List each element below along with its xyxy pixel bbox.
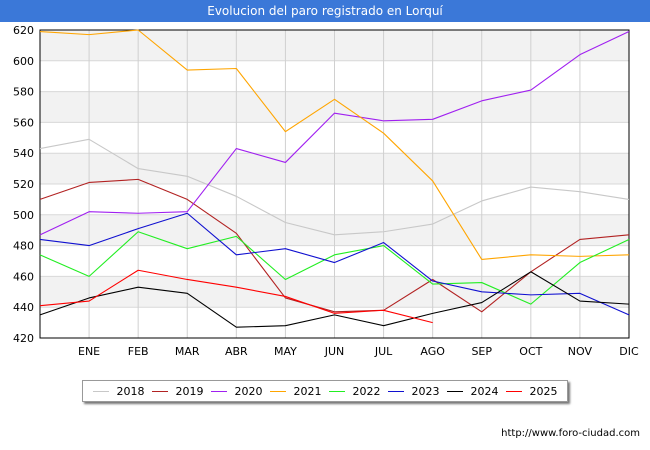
y-tick-label: 440	[13, 301, 34, 314]
x-tick-label: JUL	[374, 345, 393, 358]
legend-label: 2023	[411, 384, 440, 398]
legend-swatch	[446, 390, 463, 392]
series-line-2024	[39, 271, 630, 328]
plot-frame	[39, 29, 630, 339]
x-tick-label: MAR	[175, 345, 200, 358]
y-tick-label: 480	[13, 240, 34, 253]
y-tick-label: 620	[13, 24, 34, 37]
legend-label: 2020	[234, 384, 263, 398]
legend-label: 2021	[293, 384, 322, 398]
y-tick-label: 420	[13, 332, 34, 345]
chart-title: Evolucion del paro registrado en Lorquí	[0, 0, 650, 22]
x-tick-label: JUN	[324, 345, 345, 358]
chart-legend: 2018 2019 2020 2021 2022 2023 2024 2025	[82, 380, 568, 402]
series-line-2023	[39, 212, 630, 316]
legend-label: 2025	[529, 384, 558, 398]
legend-label: 2024	[470, 384, 499, 398]
x-tick-label: SEP	[471, 345, 492, 358]
legend-swatch	[92, 390, 109, 392]
legend-item-2023: 2023	[387, 384, 440, 398]
x-tick-label: ABR	[225, 345, 248, 358]
x-tick-label: AGO	[420, 345, 445, 358]
legend-label: 2019	[175, 384, 204, 398]
legend-item-2021: 2021	[269, 384, 322, 398]
legend-item-2022: 2022	[328, 384, 381, 398]
legend-label: 2018	[116, 384, 145, 398]
legend-item-2025: 2025	[505, 384, 558, 398]
legend-item-2019: 2019	[151, 384, 204, 398]
legend-label: 2022	[352, 384, 381, 398]
x-tick-label: FEB	[128, 345, 149, 358]
y-tick-label: 520	[13, 178, 34, 191]
legend-swatch	[269, 390, 286, 392]
legend-item-2018: 2018	[92, 384, 145, 398]
y-tick-label: 540	[13, 147, 34, 160]
legend-swatch	[387, 390, 404, 392]
legend-item-2020: 2020	[210, 384, 263, 398]
x-tick-label: ENE	[78, 345, 100, 358]
legend-swatch	[328, 390, 345, 392]
y-tick-label: 600	[13, 55, 34, 68]
y-tick-label: 500	[13, 209, 34, 222]
x-tick-label: NOV	[568, 345, 593, 358]
x-tick-label: MAY	[274, 345, 297, 358]
y-tick-label: 560	[13, 116, 34, 129]
legend-item-2024: 2024	[446, 384, 499, 398]
series-line-2025	[39, 269, 433, 324]
series-line-2020	[39, 31, 630, 236]
y-tick-label: 580	[13, 86, 34, 99]
series-line-2021	[39, 29, 630, 261]
x-tick-label: DIC	[619, 345, 639, 358]
series-line-2018	[39, 138, 630, 236]
x-tick-label: OCT	[519, 345, 542, 358]
series-line-2022	[39, 231, 630, 305]
y-tick-label: 460	[13, 270, 34, 283]
legend-swatch	[151, 390, 168, 392]
legend-swatch	[210, 390, 227, 392]
source-url: http://www.foro-ciudad.com	[501, 428, 640, 439]
legend-swatch	[505, 390, 522, 392]
